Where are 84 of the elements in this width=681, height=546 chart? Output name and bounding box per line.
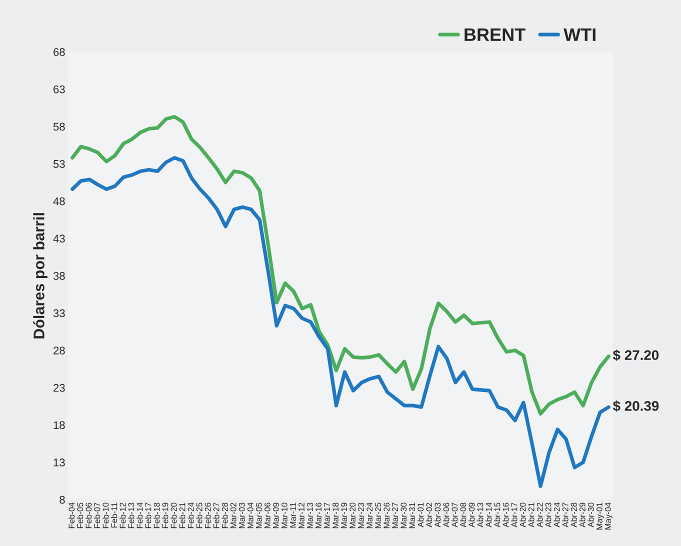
x-tick-label: Feb-20 [170,502,177,528]
x-tick-label: Mar-12 [298,502,304,528]
x-tick-label: May-01 [596,502,604,530]
x-tick-label: Mar-27 [392,502,398,528]
y-tick-label: 18 [54,421,65,430]
line-series [70,156,610,488]
x-tick-label: May-04 [604,502,613,530]
x-tick-label: Abr-29 [579,502,586,528]
x-tick-label: Mar-05 [256,502,262,528]
x-tick-label: Mar-18 [332,502,338,528]
x-tick-label: Feb-27 [213,502,220,528]
x-tick-label: Abr-02 [426,502,432,528]
x-tick-label: Feb-18 [154,502,160,528]
legend-label: BRENT [464,28,526,41]
x-tick-label: Feb-12 [120,502,126,528]
x-tick-label: Mar-02 [230,502,236,528]
x-tick-label: Abr-22 [536,502,543,528]
x-tick-label: Abr-09 [468,502,475,528]
y-tick-label: 53 [53,160,65,168]
x-tick-label: Feb-05 [76,502,84,528]
x-tick-label: Feb-06 [85,502,92,528]
x-tick-label: Feb-25 [196,502,202,528]
x-tick-label: Mar-30 [400,502,407,528]
x-tick-label: Mar-23 [358,502,364,528]
x-tick-label: Feb-10 [102,502,109,528]
legend-label: WTI [564,28,596,41]
x-tick-label: Abr-03 [434,502,441,528]
y-tick-label: 23 [54,384,65,392]
x-tick-label: Feb-19 [162,502,168,528]
x-tick-label: Abr-01 [417,502,424,528]
x-tick-label: Feb-28 [222,502,228,528]
x-tick-label: Feb-24 [188,502,194,528]
x-tick-label: Abr-15 [494,502,500,528]
x-tick-label: Mar-16 [316,502,322,528]
x-tick-label: Mar-31 [409,502,416,528]
x-tick-label: Abr-17 [511,502,518,528]
x-tick-label: Abr-20 [520,502,526,528]
y-tick-label: 63 [54,85,65,94]
y-tick-label: 38 [53,272,65,280]
annotation: $ 20.39 [612,400,659,412]
x-tick-label: Abr-21 [528,502,534,528]
x-tick-label: Mar-24 [366,502,373,528]
x-tick-label: Feb-11 [111,502,118,528]
x-tick-label: Feb-13 [128,502,134,528]
line-series [70,114,610,416]
x-tick-label: Mar-13 [307,502,313,528]
x-tick-label: Mar-20 [350,502,356,528]
y-tick-label: 8 [60,496,65,504]
annotation: $ 27.20 [612,350,659,361]
x-tick-label: Mar-09 [272,502,279,528]
x-tick-label: Abr-30 [588,502,594,528]
x-tick-label: Mar-17 [324,502,330,528]
x-tick-label: Mar-26 [384,502,390,528]
x-tick-label: Mar-19 [341,502,347,528]
x-tick-label: Feb-07 [94,502,100,528]
x-tick-label: Abr-06 [443,502,450,528]
x-tick-label: Abr-27 [562,502,568,528]
x-tick-label: Feb-21 [179,502,186,528]
x-tick-label: Abr-13 [477,502,484,528]
x-tick-label: Abr-24 [554,502,560,528]
x-tick-label: Mar-25 [375,502,382,528]
y-tick-label: 58 [53,122,65,131]
x-tick-label: Abr-14 [486,502,492,528]
x-tick-label: Mar-10 [282,502,288,528]
x-tick-label: Feb-04 [68,502,75,528]
y-tick-label: 68 [54,48,65,56]
x-tick-label: Mar-03 [238,502,245,528]
x-tick-label: Mar-06 [264,502,270,528]
x-tick-label: Feb-14 [136,502,143,528]
y-tick-label: 13 [54,458,65,466]
x-tick-label: Abr-23 [545,502,552,528]
x-tick-label: Abr-07 [452,502,458,528]
y-tick-label: 43 [53,234,65,243]
x-tick-label: Feb-17 [145,502,152,528]
x-tick-label: Mar-04 [247,502,254,528]
x-tick-label: Abr-16 [502,502,509,528]
x-tick-label: Abr-08 [460,502,466,528]
y-tick-label: 28 [54,346,65,354]
y-axis-title: Dólares por barril [33,213,48,338]
x-tick-label: Mar-11 [290,502,296,528]
x-tick-label: Abr-28 [570,502,577,528]
y-tick-label: 33 [53,309,65,318]
x-tick-label: Feb-26 [204,502,211,528]
y-tick-label: 48 [53,197,65,206]
